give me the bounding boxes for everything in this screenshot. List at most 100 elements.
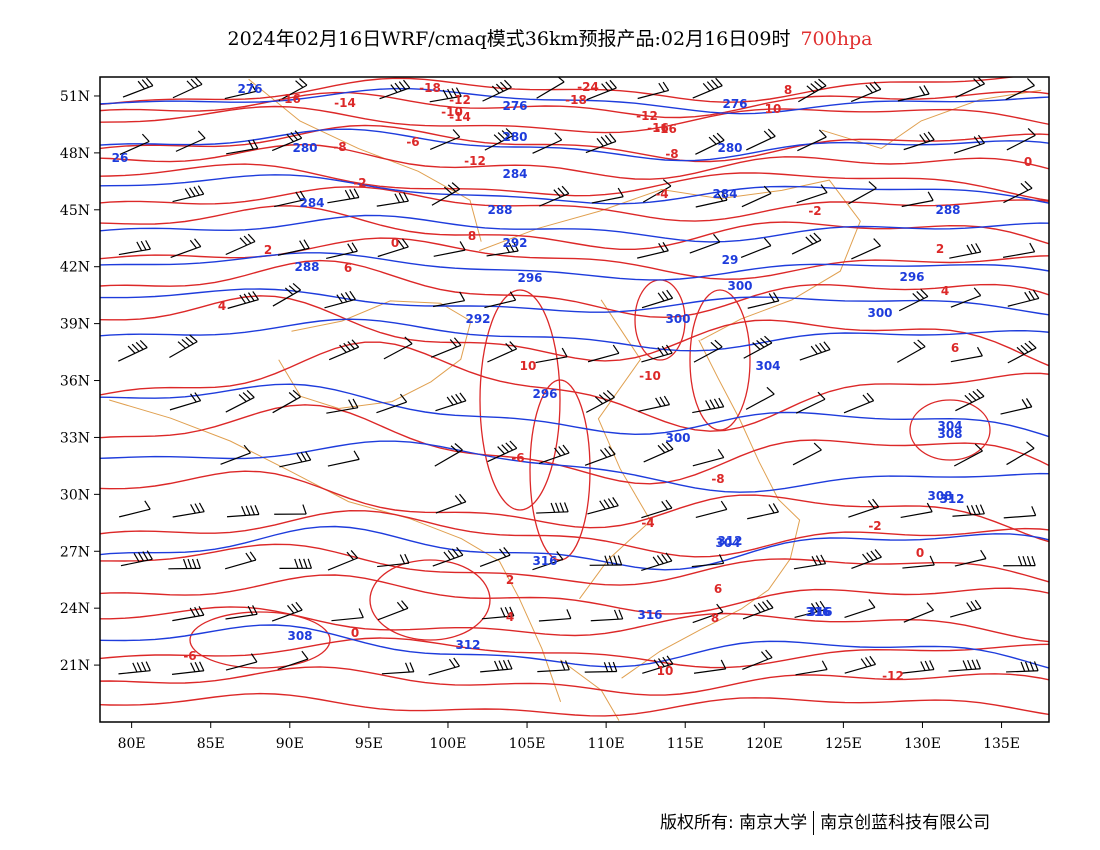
copyright-footer: 版权所有: 南京大学 南京创蓝科技有限公司 xyxy=(660,808,990,835)
wind-barb xyxy=(274,504,307,515)
height-contours xyxy=(100,87,1049,669)
height-label: 280 xyxy=(717,141,742,155)
wind-barb xyxy=(695,191,728,208)
wind-barb xyxy=(277,239,310,256)
wind-barb xyxy=(175,130,206,152)
wind-barb xyxy=(746,128,776,151)
wind-barb xyxy=(227,291,259,309)
wind-barb xyxy=(271,601,303,622)
wind-barb xyxy=(695,132,725,155)
temperature-label: -10 xyxy=(639,369,661,383)
height-isoline xyxy=(100,525,1049,571)
wind-barb xyxy=(170,238,202,259)
temperature-label: 8 xyxy=(711,611,719,625)
wind-barb xyxy=(955,77,985,99)
wind-barb xyxy=(902,660,935,674)
wind-barb xyxy=(172,502,205,518)
wind-barb xyxy=(271,130,303,152)
temperature-label: -8 xyxy=(665,147,678,161)
wind-barb xyxy=(169,334,198,359)
map-border xyxy=(99,76,1050,723)
wind-barb xyxy=(850,81,882,103)
temperature-label: 0 xyxy=(351,626,359,640)
wind-barb xyxy=(328,339,360,361)
wind-barb xyxy=(692,77,723,99)
wind-barb xyxy=(1003,180,1033,204)
height-label: 29 xyxy=(722,253,739,267)
wind-barb xyxy=(226,505,260,518)
height-label: 288 xyxy=(935,203,960,217)
height-label: 312 xyxy=(455,638,480,652)
wind-barb xyxy=(487,440,518,463)
wind-barb xyxy=(641,344,673,363)
height-label: 300 xyxy=(727,279,752,293)
lon-tick-label: 90E xyxy=(276,736,304,752)
wind-barb xyxy=(118,500,151,518)
boundary-line xyxy=(278,300,472,410)
wind-barb xyxy=(224,82,257,100)
lon-tick-label: 105E xyxy=(509,736,546,752)
height-label: 296 xyxy=(899,270,924,284)
height-isoline xyxy=(100,252,1049,281)
temperature-isoline xyxy=(100,105,1049,134)
wind-barb xyxy=(589,555,623,566)
temperature-label: -2 xyxy=(868,519,881,533)
wind-barb xyxy=(1003,555,1036,567)
wind-barb xyxy=(691,554,725,568)
wind-barb xyxy=(637,81,670,100)
wind-barb xyxy=(538,444,570,464)
wind-barb xyxy=(953,443,983,467)
lat-tick-label: 45N xyxy=(60,203,90,219)
wind-barb xyxy=(955,388,985,412)
wind-barb xyxy=(692,448,725,467)
wind-barb xyxy=(122,77,154,98)
height-label: 312 xyxy=(939,492,964,506)
wind-barb xyxy=(796,184,828,204)
height-label: 316 xyxy=(805,605,830,619)
wind-barb xyxy=(279,451,312,468)
lon-tick-label: 115E xyxy=(667,736,704,752)
temperature-closed-contour xyxy=(909,399,991,461)
temperature-label: -12 xyxy=(464,154,486,168)
wind-barb xyxy=(536,77,565,99)
lat-tick-label: 48N xyxy=(60,146,90,162)
wind-barb xyxy=(585,390,615,413)
wind-barb xyxy=(383,336,413,360)
height-label: 276 xyxy=(237,82,262,96)
height-label: 276 xyxy=(722,97,747,111)
wind-barb xyxy=(272,283,302,307)
wind-barb xyxy=(795,391,826,414)
wind-barb xyxy=(279,558,312,569)
wind-barb xyxy=(379,79,411,100)
temperature-label: 10 xyxy=(520,359,537,373)
wind-barb xyxy=(432,546,464,567)
temperature-label: 6 xyxy=(714,582,722,596)
wind-barb xyxy=(376,393,408,414)
wind-barb xyxy=(118,339,148,362)
temperature-isoline xyxy=(100,666,1049,696)
wind-barb xyxy=(225,233,256,256)
temperature-isoline xyxy=(100,77,1019,106)
wind-barb xyxy=(481,606,515,620)
wind-barb xyxy=(897,85,930,102)
wind-barb xyxy=(324,290,356,309)
lat-tick-label: 36N xyxy=(60,374,90,390)
wind-barb xyxy=(844,655,877,674)
wind-barb xyxy=(171,661,205,675)
height-isoline xyxy=(100,624,1049,669)
wind-barb xyxy=(903,602,934,623)
temperature-label: -4 xyxy=(655,187,668,201)
temperature-closed-contour xyxy=(189,611,331,669)
wind-barb xyxy=(539,185,570,207)
wind-barbs xyxy=(118,77,1040,676)
wind-barb xyxy=(435,493,467,514)
lat-tick-label: 21N xyxy=(60,658,90,674)
height-label: 312 xyxy=(717,534,742,548)
height-label: 316 xyxy=(532,554,557,568)
wind-barb xyxy=(903,131,935,151)
temperature-label: 2 xyxy=(936,242,944,256)
wind-barb xyxy=(224,551,257,570)
wind-barb xyxy=(429,87,462,103)
wind-barb xyxy=(172,606,205,622)
wind-barb xyxy=(1007,289,1040,307)
